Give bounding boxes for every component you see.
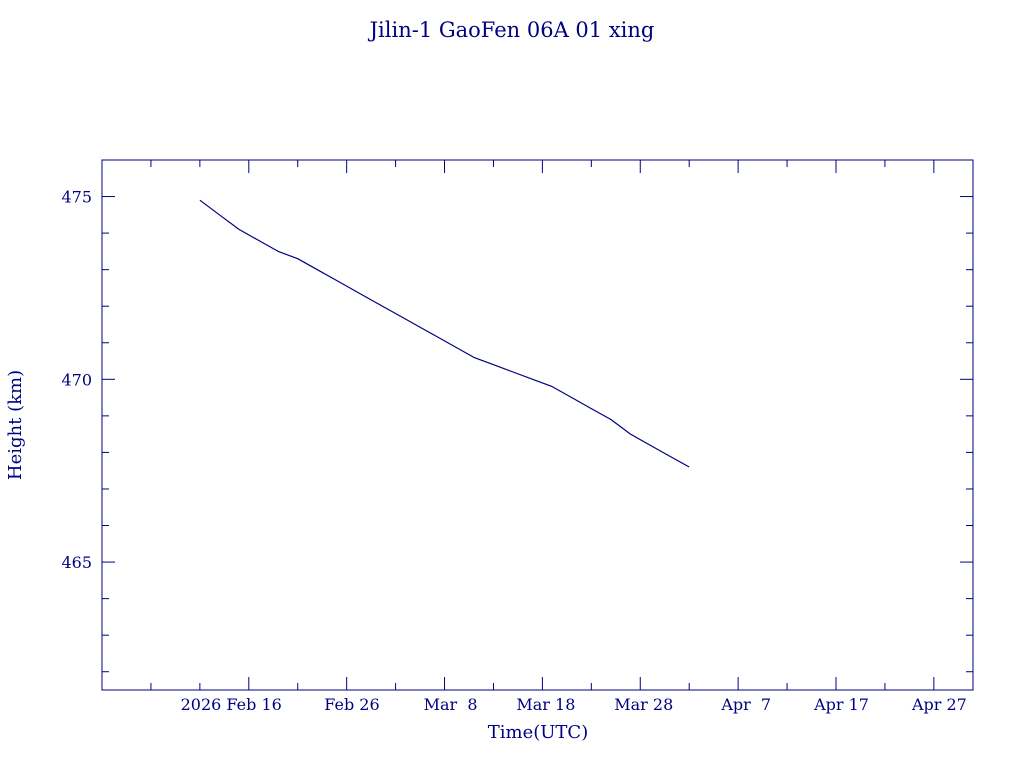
- x-axis-ticks: [150, 160, 935, 690]
- x-tick-label: Apr 7: [720, 695, 771, 714]
- series-line: [199, 199, 690, 468]
- x-axis-tick-labels: 2026 Feb 16 Feb 26 Mar 8 Mar 18 Mar 28 Apr 7 A…: [181, 695, 967, 714]
- series-layer: [199, 199, 690, 468]
- x-tick-label: Mar 8: [424, 695, 478, 714]
- x-tick-label: Feb 26: [324, 695, 379, 714]
- y-axis-ticks: [102, 159, 973, 673]
- x-tick-label: Mar 18: [516, 695, 575, 714]
- x-tick-label: Apr 27: [911, 695, 967, 714]
- x-tick-label: 2026 Feb 16: [181, 695, 282, 714]
- x-axis-label: Time(UTC): [488, 722, 588, 743]
- chart-title: Jilin-1 GaoFen 06A 01 xing: [368, 18, 655, 42]
- x-tick-label: Mar 28: [614, 695, 673, 714]
- y-tick-label: 465: [61, 553, 92, 572]
- y-axis-label: Height (km): [5, 370, 26, 480]
- plot-frame: [101, 159, 974, 691]
- y-tick-label: 475: [61, 188, 92, 207]
- y-tick-label: 470: [61, 370, 92, 389]
- x-tick-label: Apr 17: [813, 695, 869, 714]
- y-axis-tick-labels: 465 470 475: [61, 188, 92, 573]
